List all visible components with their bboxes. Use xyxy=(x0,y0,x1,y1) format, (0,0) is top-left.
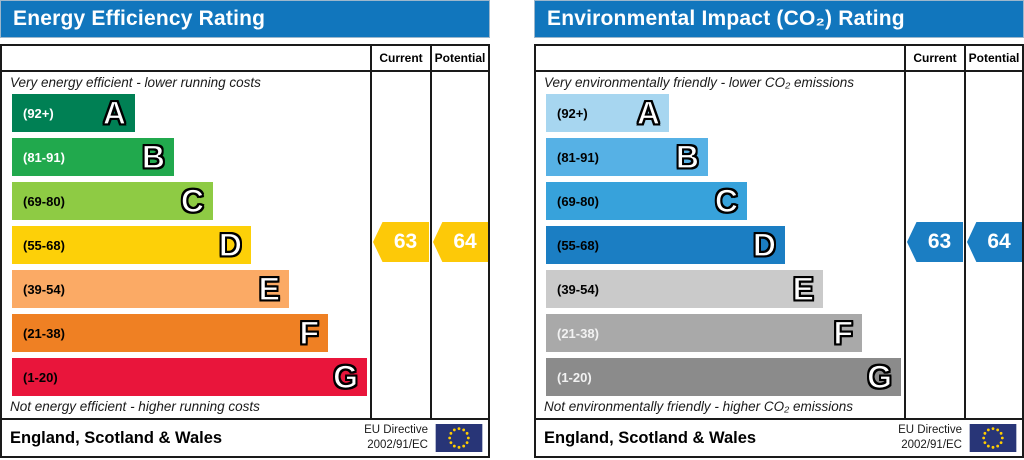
band-row-d: (55-68) D xyxy=(546,226,901,270)
band-letter: C xyxy=(714,182,738,219)
band-c: (69-80) C xyxy=(12,182,213,220)
band-range-label: (1-20) xyxy=(23,369,58,385)
panel-title: Environmental Impact (CO₂) Rating xyxy=(547,7,905,30)
current-rating-arrow: 63 xyxy=(907,222,963,262)
column-divider xyxy=(430,46,432,418)
band-row-g: (1-20) G xyxy=(12,358,367,402)
band-row-b: (81-91) B xyxy=(546,138,901,182)
band-row-g: (1-20) G xyxy=(546,358,901,402)
potential-rating-value: 64 xyxy=(987,230,1011,253)
band-letter: F xyxy=(299,314,320,351)
band-range-label: (1-20) xyxy=(557,369,592,385)
band-row-d: (55-68) D xyxy=(12,226,367,270)
band-letter: B xyxy=(141,138,165,175)
column-divider xyxy=(370,46,372,418)
potential-rating-arrow: 64 xyxy=(967,222,1022,262)
column-divider xyxy=(904,46,906,418)
band-f: (21-38) F xyxy=(546,314,862,352)
band-f: (21-38) F xyxy=(12,314,328,352)
header-divider xyxy=(536,70,1022,72)
band-letter: C xyxy=(180,182,204,219)
band-a: (92+) A xyxy=(546,94,669,132)
caption-top: Very energy efficient - lower running co… xyxy=(10,75,261,90)
potential-rating-value: 64 xyxy=(453,230,477,253)
band-d: (55-68) D xyxy=(546,226,785,264)
potential-rating-arrow: 64 xyxy=(433,222,488,262)
band-range-label: (69-80) xyxy=(557,193,599,209)
band-row-a: (92+) A xyxy=(546,94,901,138)
band-letter: E xyxy=(792,270,815,307)
band-row-b: (81-91) B xyxy=(12,138,367,182)
band-letter: E xyxy=(258,270,281,307)
band-range-label: (55-68) xyxy=(23,237,65,253)
band-row-c: (69-80) C xyxy=(546,182,901,226)
band-letter: G xyxy=(333,358,359,395)
column-divider xyxy=(964,46,966,418)
band-c: (69-80) C xyxy=(546,182,747,220)
rating-bands: (92+) A (81-91) B (69-80) C (55-68) D (39-54) E (2… xyxy=(546,94,901,402)
caption-top: Very environmentally friendly - lower CO… xyxy=(544,75,854,90)
rating-table: Current Potential Very energy efficient … xyxy=(0,44,490,458)
column-header-potential: Potential xyxy=(434,51,486,65)
band-range-label: (39-54) xyxy=(557,281,599,297)
table-footer: England, Scotland & Wales EU Directive 2… xyxy=(536,418,1022,456)
caption-bottom: Not environmentally friendly - higher CO… xyxy=(544,399,854,414)
eu-flag-icon xyxy=(969,424,1017,452)
band-range-label: (21-38) xyxy=(23,325,65,341)
eu-directive-label: EU Directive 2002/91/EC xyxy=(898,424,962,451)
band-range-label: (21-38) xyxy=(557,325,599,341)
band-g: (1-20) G xyxy=(12,358,367,396)
column-header-current: Current xyxy=(913,51,957,65)
band-g: (1-20) G xyxy=(546,358,901,396)
band-row-c: (69-80) C xyxy=(12,182,367,226)
band-d: (55-68) D xyxy=(12,226,251,264)
band-range-label: (81-91) xyxy=(23,149,65,165)
rating-table: Current Potential Very environmentally f… xyxy=(534,44,1024,458)
panel-title-bar: Energy Efficiency Rating xyxy=(0,0,490,38)
energy-efficiency-panel: Energy Efficiency Rating Current Potenti… xyxy=(0,0,490,460)
column-header-current: Current xyxy=(379,51,423,65)
band-letter: A xyxy=(636,94,660,131)
current-rating-value: 63 xyxy=(393,230,418,253)
band-e: (39-54) E xyxy=(546,270,823,308)
band-a: (92+) A xyxy=(12,94,135,132)
band-letter: G xyxy=(867,358,893,395)
panel-title: Energy Efficiency Rating xyxy=(13,7,266,30)
band-row-f: (21-38) F xyxy=(12,314,367,358)
column-header-potential: Potential xyxy=(968,51,1020,65)
band-range-label: (55-68) xyxy=(557,237,599,253)
band-row-f: (21-38) F xyxy=(546,314,901,358)
current-rating-value: 63 xyxy=(927,230,952,253)
region-label: England, Scotland & Wales xyxy=(544,429,757,447)
panel-title-bar: Environmental Impact (CO₂) Rating xyxy=(534,0,1024,38)
rating-bands: (92+) A (81-91) B (69-80) C (55-68) D (39-54) E (2… xyxy=(12,94,367,402)
band-letter: D xyxy=(752,226,776,263)
band-letter: F xyxy=(833,314,854,351)
header-divider xyxy=(2,70,488,72)
band-range-label: (92+) xyxy=(23,105,54,121)
table-footer: England, Scotland & Wales EU Directive 2… xyxy=(2,418,488,456)
band-letter: B xyxy=(675,138,699,175)
eu-directive-label: EU Directive 2002/91/EC xyxy=(364,424,428,451)
band-row-e: (39-54) E xyxy=(546,270,901,314)
caption-bottom: Not energy efficient - higher running co… xyxy=(10,399,260,414)
band-e: (39-54) E xyxy=(12,270,289,308)
current-rating-arrow: 63 xyxy=(373,222,429,262)
band-range-label: (39-54) xyxy=(23,281,65,297)
band-b: (81-91) B xyxy=(12,138,174,176)
band-row-a: (92+) A xyxy=(12,94,367,138)
environmental-impact-panel: Environmental Impact (CO₂) Rating Curren… xyxy=(534,0,1024,460)
region-label: England, Scotland & Wales xyxy=(10,429,223,447)
band-row-e: (39-54) E xyxy=(12,270,367,314)
band-letter: A xyxy=(102,94,126,131)
band-b: (81-91) B xyxy=(546,138,708,176)
band-range-label: (69-80) xyxy=(23,193,65,209)
band-range-label: (81-91) xyxy=(557,149,599,165)
band-letter: D xyxy=(218,226,242,263)
band-range-label: (92+) xyxy=(557,105,588,121)
eu-flag-icon xyxy=(435,424,483,452)
